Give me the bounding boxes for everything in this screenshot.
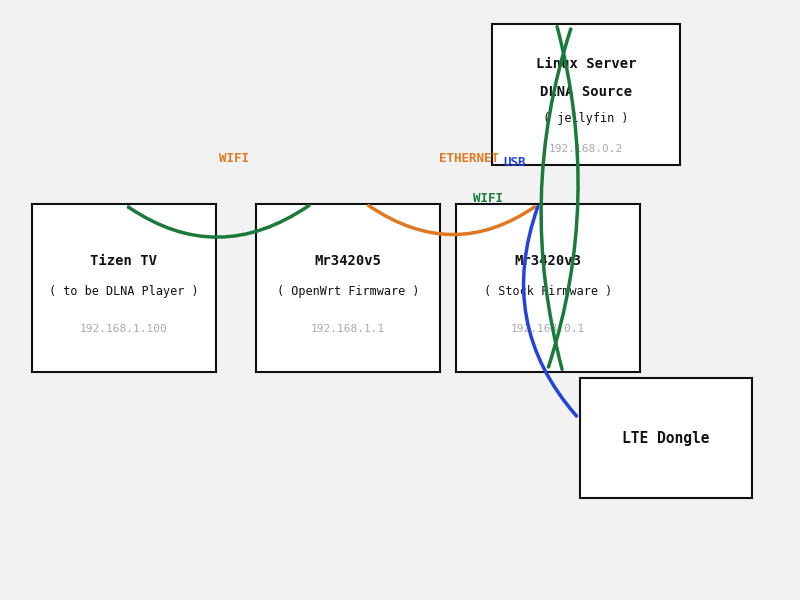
FancyArrowPatch shape — [369, 206, 534, 235]
Text: 192.168.0.2: 192.168.0.2 — [549, 143, 623, 154]
FancyBboxPatch shape — [492, 24, 680, 165]
FancyArrowPatch shape — [549, 26, 578, 367]
FancyArrowPatch shape — [541, 29, 570, 370]
Text: WIFI: WIFI — [473, 191, 502, 205]
Text: 192.168.0.1: 192.168.0.1 — [511, 324, 585, 334]
Text: 192.168.1.1: 192.168.1.1 — [311, 324, 385, 334]
Text: USB: USB — [503, 155, 526, 169]
Text: Tizen TV: Tizen TV — [90, 254, 158, 268]
Text: ( jellyfin ): ( jellyfin ) — [543, 112, 629, 125]
Text: Mr3420v3: Mr3420v3 — [514, 254, 582, 268]
FancyBboxPatch shape — [456, 204, 640, 372]
Text: ETHERNET: ETHERNET — [438, 152, 498, 166]
Text: DLNA Source: DLNA Source — [540, 85, 632, 98]
Text: WIFI: WIFI — [218, 152, 249, 166]
Text: ( OpenWrt Firmware ): ( OpenWrt Firmware ) — [277, 284, 419, 298]
Text: ( Stock Firmware ): ( Stock Firmware ) — [484, 284, 612, 298]
Text: ( to be DLNA Player ): ( to be DLNA Player ) — [49, 284, 199, 298]
Text: 192.168.1.100: 192.168.1.100 — [80, 324, 168, 334]
FancyBboxPatch shape — [256, 204, 440, 372]
Text: Linux Server: Linux Server — [536, 58, 636, 71]
FancyArrowPatch shape — [523, 206, 576, 416]
Text: Mr3420v5: Mr3420v5 — [314, 254, 382, 268]
FancyArrowPatch shape — [129, 206, 309, 237]
FancyBboxPatch shape — [32, 204, 216, 372]
Text: LTE Dongle: LTE Dongle — [622, 431, 710, 445]
FancyBboxPatch shape — [580, 378, 752, 498]
